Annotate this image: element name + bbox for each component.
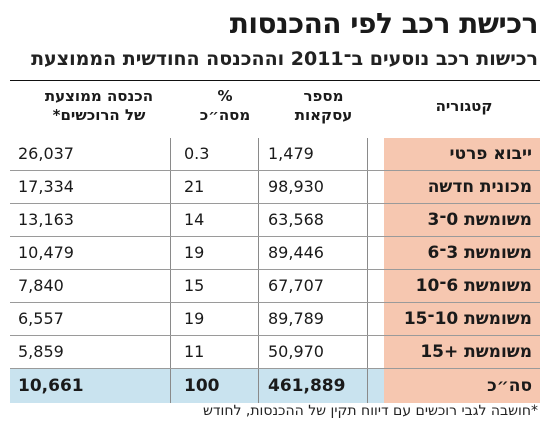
- total-category-cell: סה״כ: [384, 369, 540, 403]
- share-cell: 19: [184, 243, 205, 262]
- column-divider: [258, 237, 259, 269]
- column-divider: [367, 237, 368, 269]
- page-subtitle: רכישות רכב נוסעים ב־2011 וההכנסה החודשית…: [31, 48, 538, 70]
- column-divider: [170, 138, 171, 170]
- income-cell: 6,557: [18, 309, 64, 328]
- count-cell: 98,930: [268, 177, 324, 196]
- data-table: ייבוא פרטי 1,479 0.3 26,037 מכונית חדשה 98,93…: [10, 138, 540, 403]
- column-divider: [367, 369, 368, 403]
- column-divider: [367, 204, 368, 236]
- column-divider: [258, 270, 259, 302]
- category-cell: משומשת 3־6: [384, 237, 540, 269]
- column-divider: [258, 138, 259, 170]
- category-cell: משומשת 0־3: [384, 204, 540, 236]
- total-income-cell: 10,661: [18, 376, 84, 396]
- table-row: משומשת 6־10 67,707 15 7,840: [10, 270, 540, 303]
- column-divider: [367, 270, 368, 302]
- column-divider: [258, 204, 259, 236]
- share-cell: 11: [184, 342, 205, 361]
- column-divider: [367, 138, 368, 170]
- column-divider: [170, 204, 171, 236]
- table-row: משומשת 0־3 63,568 14 13,163: [10, 204, 540, 237]
- header-count: מספר עסקאות: [294, 87, 353, 124]
- header-category: קטגוריה: [435, 97, 493, 115]
- page-title: רכישת רכב לפי ההכנסות: [229, 7, 539, 40]
- category-cell: משומשת 6־10: [384, 270, 540, 302]
- footnote: *חושבה לגבי רוכשים עם דיווח תקין של ההכנ…: [202, 403, 538, 419]
- total-row: סה״כ 461,889 100 10,661: [10, 369, 540, 403]
- income-cell: 10,479: [18, 243, 74, 262]
- column-divider: [367, 171, 368, 203]
- column-divider: [258, 303, 259, 335]
- count-cell: 89,789: [268, 309, 324, 328]
- total-share-cell: 100: [184, 376, 220, 396]
- table-row: מכונית חדשה 98,930 21 17,334: [10, 171, 540, 204]
- column-divider: [367, 303, 368, 335]
- share-cell: 21: [184, 177, 205, 196]
- income-cell: 17,334: [18, 177, 74, 196]
- count-cell: 50,970: [268, 342, 324, 361]
- table-row: ייבוא פרטי 1,479 0.3 26,037: [10, 138, 540, 171]
- category-cell: ייבוא פרטי: [384, 138, 540, 170]
- column-divider: [170, 303, 171, 335]
- count-cell: 1,479: [268, 144, 314, 163]
- share-cell: 0.3: [184, 144, 210, 163]
- income-cell: 5,859: [18, 342, 64, 361]
- share-cell: 19: [184, 309, 205, 328]
- column-divider: [258, 336, 259, 368]
- category-cell: משומשת +15: [384, 336, 540, 368]
- top-rule: [10, 80, 540, 81]
- count-cell: 89,446: [268, 243, 324, 262]
- column-divider: [170, 171, 171, 203]
- column-divider: [258, 171, 259, 203]
- column-divider: [170, 336, 171, 368]
- column-divider: [170, 270, 171, 302]
- column-divider: [170, 369, 171, 403]
- column-divider: [258, 369, 259, 403]
- category-cell: משומשת 10־15: [384, 303, 540, 335]
- total-count-cell: 461,889: [268, 376, 346, 396]
- share-cell: 14: [184, 210, 205, 229]
- table-row: משומשת 3־6 89,446 19 10,479: [10, 237, 540, 270]
- column-divider: [367, 336, 368, 368]
- table-row: משומשת +15 50,970 11 5,859: [10, 336, 540, 369]
- income-cell: 13,163: [18, 210, 74, 229]
- income-cell: 26,037: [18, 144, 74, 163]
- count-cell: 67,707: [268, 276, 324, 295]
- table-row: משומשת 10־15 89,789 19 6,557: [10, 303, 540, 336]
- category-cell: מכונית חדשה: [384, 171, 540, 203]
- share-cell: 15: [184, 276, 205, 295]
- column-divider: [170, 237, 171, 269]
- count-cell: 63,568: [268, 210, 324, 229]
- header-share: % מסה״כ: [199, 87, 251, 124]
- income-cell: 7,840: [18, 276, 64, 295]
- header-income: הכנסה ממוצעת של הרוכשים*: [44, 87, 154, 124]
